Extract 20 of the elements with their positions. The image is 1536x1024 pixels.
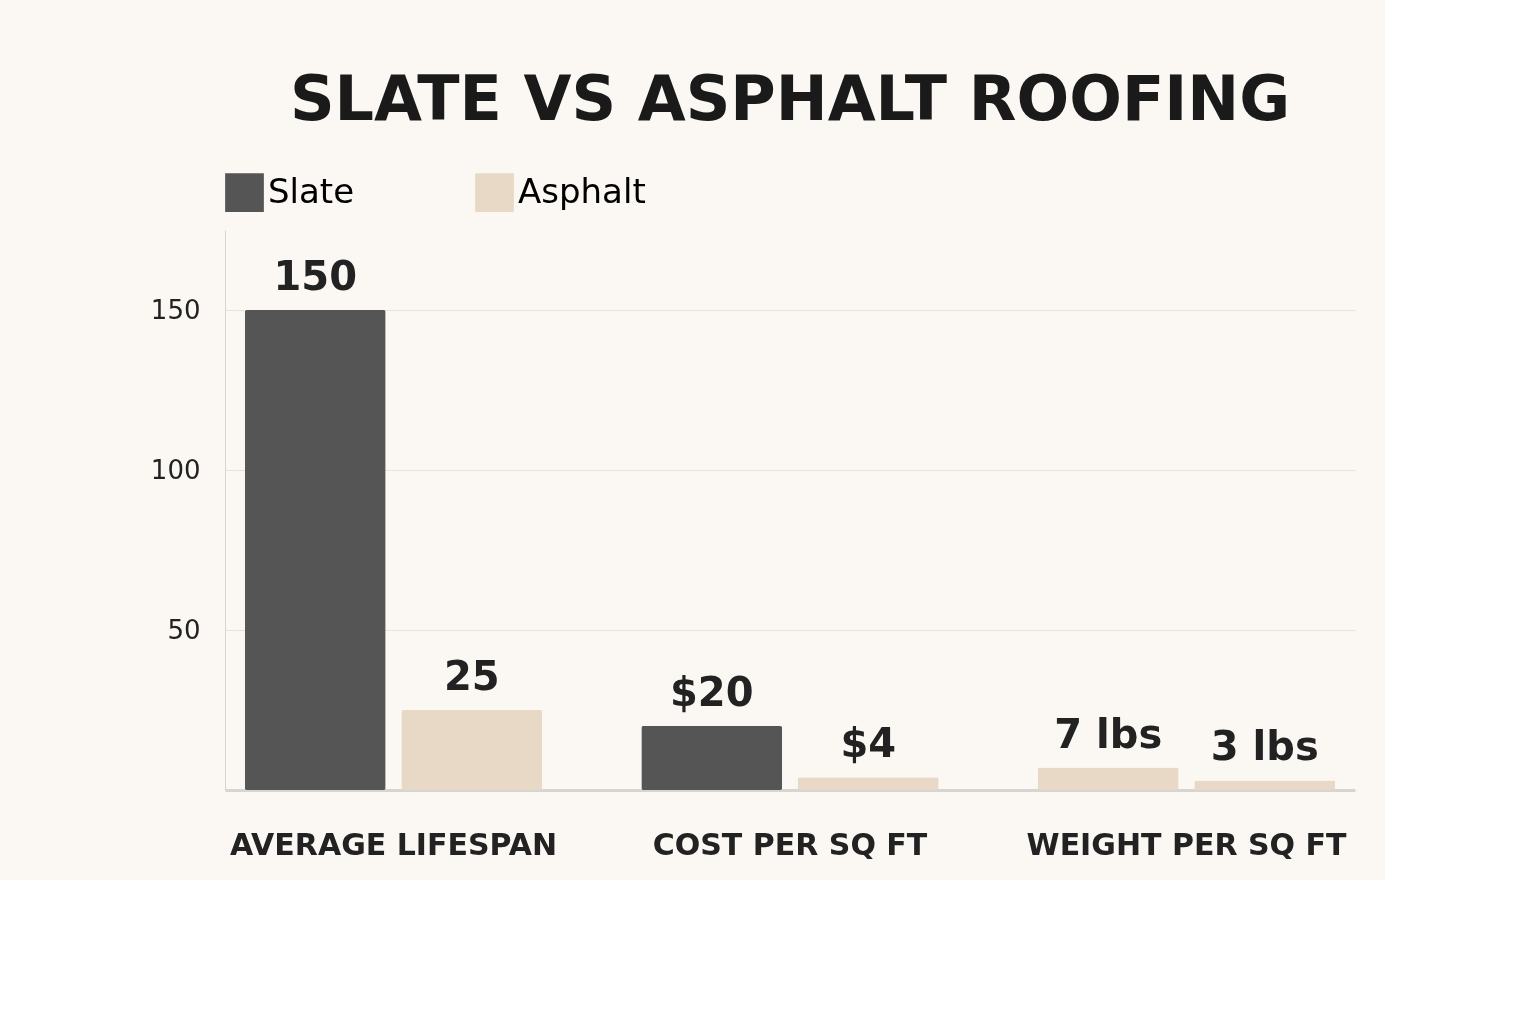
data-label: $20 [670,669,754,715]
x-tick-label: WEIGHT PER SQ FT [1026,826,1347,862]
bar [797,777,939,790]
x-tick-label: AVERAGE LIFESPAN [229,826,558,862]
legend-label: Asphalt [518,170,646,211]
legend-label: Slate [268,170,355,211]
data-label: $4 [840,720,897,767]
data-label: 150 [273,253,357,299]
chart-title: SLATE VS ASPHALT ROOFING [289,62,1291,135]
y-tick-label: 150 [150,294,201,325]
data-label: 7 lbs [1054,710,1163,757]
bar [401,710,543,790]
data-label: 3 lbs [1210,723,1319,770]
data-label: 25 [443,653,500,699]
y-tick-label: 50 [167,614,201,645]
bar [1194,780,1336,790]
bar [641,726,783,790]
y-tick-label: 100 [150,454,201,485]
x-tick-label: COST PER SQ FT [652,826,928,862]
bar [244,310,386,790]
